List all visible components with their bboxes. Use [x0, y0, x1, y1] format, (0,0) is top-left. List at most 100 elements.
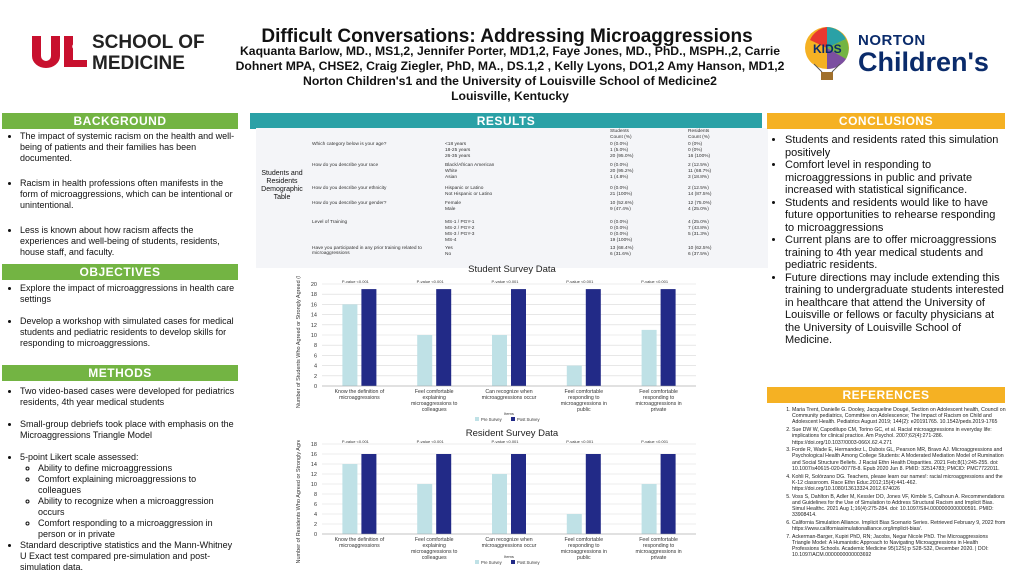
table-question: Have you participated in any prior train…	[312, 246, 422, 256]
post-survey-bar	[361, 289, 377, 386]
demographic-table-label: Students and Residents Demographic Table	[261, 170, 303, 201]
background-heading: BACKGROUND	[2, 113, 238, 129]
y-axis-label: Number of Residents Who Agreed or Strong…	[296, 440, 302, 564]
table-question: How do you describe your gender?	[312, 201, 387, 206]
methods-heading: METHODS	[2, 365, 238, 381]
table-residents-value: 4 (25.0%)	[688, 220, 709, 225]
col-students-count: Count (%)	[610, 135, 632, 140]
x-category-label: Feel comfortable responding to microaggres…	[561, 537, 607, 561]
methods-list: Two video-based cases were developed for…	[2, 386, 238, 573]
table-residents-value: 2 (12.5%)	[688, 163, 709, 168]
table-option: <18 years	[445, 142, 467, 147]
demographic-table-bg	[256, 128, 768, 268]
table-residents-value: 4 (25.0%)	[688, 207, 709, 212]
table-option: 18-25 years	[445, 148, 471, 153]
conclusions-section: Students and residents rated this simula…	[767, 134, 1005, 347]
table-residents-value: 6 (37.5%)	[688, 252, 709, 257]
table-students-value: 0 (0.0%)	[610, 186, 629, 191]
y-tick-label: 8	[314, 492, 317, 498]
table-residents-value: 7 (43.8%)	[688, 226, 709, 231]
methods-subitem: Ability to recognize when a microaggress…	[38, 496, 238, 518]
post-survey-bar	[585, 454, 601, 534]
post-survey-bar	[436, 289, 452, 386]
conclusions-list: Students and residents rated this simula…	[767, 134, 1005, 347]
methods-item: 5-point Likert scale assessed: Ability t…	[20, 452, 238, 540]
y-tick-label: 8	[314, 343, 317, 349]
table-students-value: 1 (4.8%)	[610, 175, 629, 180]
table-option: MS-3 / PGY-3	[445, 232, 475, 237]
methods-sublist: Ability to define microaggressions Comfo…	[20, 463, 238, 540]
pre-survey-bar	[342, 464, 358, 534]
student-survey-chart: 0 2 4 6 8 10 12 14 16 18 20 Number of Students Who …	[296, 276, 696, 422]
p-value-label: P-value <0.001	[491, 440, 519, 444]
table-students-value: 1 (5.0%)	[610, 148, 629, 153]
x-category-label: Feel comfortable explaining microaggressio…	[411, 389, 458, 413]
y-tick-label: 14	[311, 462, 317, 468]
post-survey-bar	[511, 289, 526, 386]
x-category-label: Feel comfortable explaining microaggressio…	[411, 537, 458, 561]
table-students-value: 9 (47.4%)	[610, 207, 631, 212]
table-residents-value: 12 (75.0%)	[688, 201, 712, 206]
table-option: Black/African American	[445, 163, 495, 168]
table-residents-value: 10 (62.5%)	[688, 246, 712, 251]
y-tick-label: 4	[314, 512, 317, 518]
table-students-value: 0 (0.0%)	[610, 232, 629, 237]
table-residents-value: 0 (0%)	[688, 142, 703, 147]
table-option: Yes	[445, 246, 453, 251]
post-survey-bar	[585, 289, 601, 386]
school-line-1: SCHOOL OF	[92, 32, 205, 53]
table-students-value: 20 (95.0%)	[610, 154, 634, 159]
p-value-label: P-value <0.001	[417, 279, 445, 284]
school-of-medicine-wordmark: SCHOOL OF MEDICINE	[92, 32, 205, 74]
x-category-label: Know the definition of microaggressions	[335, 537, 385, 549]
pre-survey-bar	[641, 484, 657, 534]
post-survey-bar	[436, 454, 452, 534]
y-axis-label: Number of Students Who Agreed or Strongl…	[296, 276, 302, 408]
table-question: How do you describe your race	[312, 163, 379, 168]
x-category-label: Can recognize when microaggressions occur	[482, 389, 537, 401]
references-list: Maria Trent, Danielle G. Dooley, Jacquel…	[778, 407, 1006, 559]
table-students-value: 19 (100%)	[610, 238, 633, 243]
reference-item: Maria Trent, Danielle G. Dooley, Jacquel…	[792, 407, 1006, 426]
methods-subitem: Ability to define microaggressions	[38, 463, 238, 474]
legend-swatch	[475, 417, 479, 421]
table-residents-value: 3 (18.8%)	[688, 175, 709, 180]
table-option: Asian	[445, 175, 457, 180]
y-tick-label: 16	[311, 302, 317, 308]
x-axis-label: Items	[504, 411, 514, 416]
y-tick-label: 2	[314, 522, 317, 528]
conclusions-item: Comfort level in responding to microaggr…	[785, 159, 1005, 197]
objectives-list: Explore the impact of microaggressions i…	[2, 283, 238, 349]
methods-item: Small-group debriefs took place with emp…	[20, 419, 238, 441]
y-tick-label: 0	[314, 532, 317, 538]
methods-subitem: Comfort responding to a microaggression …	[38, 518, 238, 540]
p-value-label: P-value <0.001	[417, 440, 445, 444]
objectives-section: Explore the impact of microaggressions i…	[2, 283, 238, 361]
student-chart-title: Student Survey Data	[468, 264, 556, 275]
y-tick-label: 16	[311, 452, 317, 458]
table-option: Not Hispanic or Latino	[445, 192, 493, 197]
results-heading: RESULTS	[250, 113, 762, 129]
resident-chart-title: Resident Survey Data	[465, 428, 559, 439]
table-option: No	[445, 252, 452, 257]
x-category-label: Feel comfortable responding to microaggres…	[561, 389, 607, 413]
poster-title: Difficult Conversations: Addressing Micr…	[261, 26, 753, 47]
background-list: The impact of systemic racism on the hea…	[2, 131, 238, 258]
p-value-label: P-value <0.001	[566, 440, 594, 444]
legend-label: Pre Survey	[481, 417, 503, 422]
table-students-value: 13 (68.4%)	[610, 246, 634, 251]
y-tick-label: 2	[314, 374, 317, 380]
table-residents-value: 2 (12.5%)	[688, 186, 709, 191]
table-students-value: 20 (95.2%)	[610, 169, 634, 174]
post-survey-bar	[511, 454, 526, 534]
pre-survey-bar	[566, 365, 582, 386]
table-residents-value: 5 (31.3%)	[688, 232, 709, 237]
table-option: Male	[445, 207, 456, 212]
post-survey-bar	[660, 289, 676, 386]
y-tick-label: 20	[311, 282, 317, 288]
legend-label: Pre Survey	[481, 560, 503, 565]
references-section: Maria Trent, Danielle G. Dooley, Jacquel…	[778, 407, 1006, 579]
pre-survey-bar	[566, 514, 582, 534]
post-survey-bar	[660, 454, 676, 534]
y-tick-label: 0	[314, 384, 317, 390]
